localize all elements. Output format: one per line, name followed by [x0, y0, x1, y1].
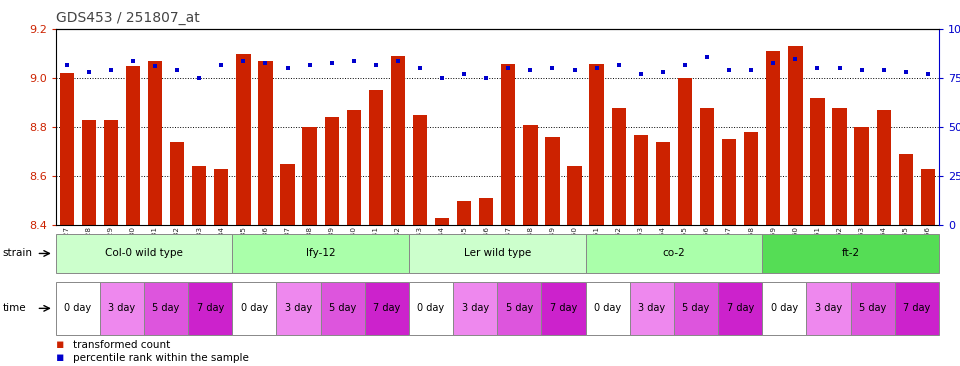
Bar [718, 282, 762, 335]
Bar [810, 98, 825, 225]
Bar [895, 282, 939, 335]
Bar [104, 120, 118, 225]
Bar [678, 78, 692, 225]
Bar [612, 108, 626, 225]
Bar [674, 282, 718, 335]
Bar [144, 282, 188, 335]
Text: 3 day: 3 day [108, 303, 135, 313]
Bar [766, 51, 780, 225]
Bar [413, 115, 427, 225]
Text: 0 day: 0 day [771, 303, 798, 313]
Bar [148, 61, 162, 225]
Text: strain: strain [3, 249, 33, 258]
Text: Ler wild type: Ler wild type [464, 249, 531, 258]
Bar [126, 66, 140, 225]
Bar [56, 234, 232, 273]
Text: transformed count: transformed count [73, 340, 170, 350]
Bar [192, 166, 206, 225]
Text: 7 day: 7 day [550, 303, 577, 313]
Text: 5 day: 5 day [859, 303, 886, 313]
Text: 3 day: 3 day [285, 303, 312, 313]
Bar [567, 166, 582, 225]
Text: Col-0 wild type: Col-0 wild type [105, 249, 183, 258]
Bar [832, 108, 847, 225]
Bar [586, 282, 630, 335]
Bar [630, 282, 674, 335]
Bar [457, 201, 471, 225]
Bar [634, 135, 648, 225]
Bar [656, 142, 670, 225]
Bar [347, 110, 361, 225]
Text: 5 day: 5 day [506, 303, 533, 313]
Bar [545, 137, 560, 225]
Bar [232, 234, 409, 273]
Bar [391, 56, 405, 225]
Bar [409, 234, 586, 273]
Bar [586, 234, 762, 273]
Bar [232, 282, 276, 335]
Text: 3 day: 3 day [638, 303, 665, 313]
Text: 5 day: 5 day [329, 303, 356, 313]
Bar [541, 282, 586, 335]
Bar [188, 282, 232, 335]
Text: 5 day: 5 day [153, 303, 180, 313]
Bar [236, 54, 251, 225]
Text: percentile rank within the sample: percentile rank within the sample [73, 352, 249, 363]
Text: ▪: ▪ [56, 351, 64, 364]
Text: 7 day: 7 day [727, 303, 754, 313]
Bar [921, 169, 935, 225]
Text: 0 day: 0 day [418, 303, 444, 313]
Bar [851, 282, 895, 335]
Bar [276, 282, 321, 335]
Bar [100, 282, 144, 335]
Text: 7 day: 7 day [373, 303, 400, 313]
Bar [501, 64, 516, 225]
Text: ft-2: ft-2 [842, 249, 859, 258]
Bar [806, 282, 851, 335]
Text: lfy-12: lfy-12 [306, 249, 335, 258]
Bar [762, 282, 806, 335]
Bar [589, 64, 604, 225]
Bar [435, 218, 449, 225]
Text: 0 day: 0 day [594, 303, 621, 313]
Bar [321, 282, 365, 335]
Bar [453, 282, 497, 335]
Bar [280, 164, 295, 225]
Text: 7 day: 7 day [197, 303, 224, 313]
Bar [82, 120, 96, 225]
Bar [60, 73, 74, 225]
Bar [302, 127, 317, 225]
Bar [744, 132, 758, 225]
Bar [369, 90, 383, 225]
Bar [170, 142, 184, 225]
Bar [324, 117, 339, 225]
Bar [258, 61, 273, 225]
Bar [214, 169, 228, 225]
Text: 0 day: 0 day [64, 303, 91, 313]
Text: GDS453 / 251807_at: GDS453 / 251807_at [56, 11, 200, 25]
Text: 0 day: 0 day [241, 303, 268, 313]
Text: 7 day: 7 day [903, 303, 930, 313]
Bar [854, 127, 869, 225]
Bar [479, 198, 493, 225]
Text: time: time [3, 303, 27, 313]
Text: 3 day: 3 day [815, 303, 842, 313]
Text: co-2: co-2 [662, 249, 685, 258]
Bar [497, 282, 541, 335]
Bar [788, 46, 803, 225]
Bar [722, 139, 736, 225]
Bar [523, 125, 538, 225]
Bar [409, 282, 453, 335]
Bar [56, 282, 100, 335]
Bar [700, 108, 714, 225]
Bar [899, 154, 913, 225]
Text: 3 day: 3 day [462, 303, 489, 313]
Bar [876, 110, 891, 225]
Text: 5 day: 5 day [683, 303, 709, 313]
Bar [365, 282, 409, 335]
Bar [762, 234, 939, 273]
Text: ▪: ▪ [56, 338, 64, 351]
